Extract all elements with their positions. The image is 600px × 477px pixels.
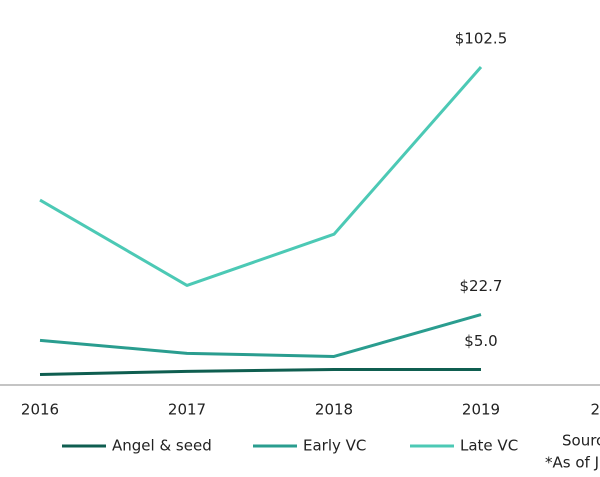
x-tick-label: 2016 [21, 401, 59, 419]
series-line [39, 313, 482, 358]
value-label: $22.7 [460, 277, 503, 295]
x-tick-label: 2 [590, 401, 600, 419]
legend-label: Angel & seed [112, 437, 212, 455]
date-note: *As of J [545, 454, 599, 472]
legend-label: Early VC [303, 437, 366, 455]
source-note: Sourc [562, 432, 600, 450]
x-tick-label: 2018 [315, 401, 353, 419]
value-label: $5.0 [464, 332, 497, 350]
x-tick-label: 2019 [462, 401, 500, 419]
series-line [39, 367, 481, 376]
legend-label: Late VC [460, 437, 518, 455]
series-line [39, 66, 483, 287]
value-label: $102.5 [455, 30, 508, 48]
x-tick-label: 2017 [168, 401, 206, 419]
